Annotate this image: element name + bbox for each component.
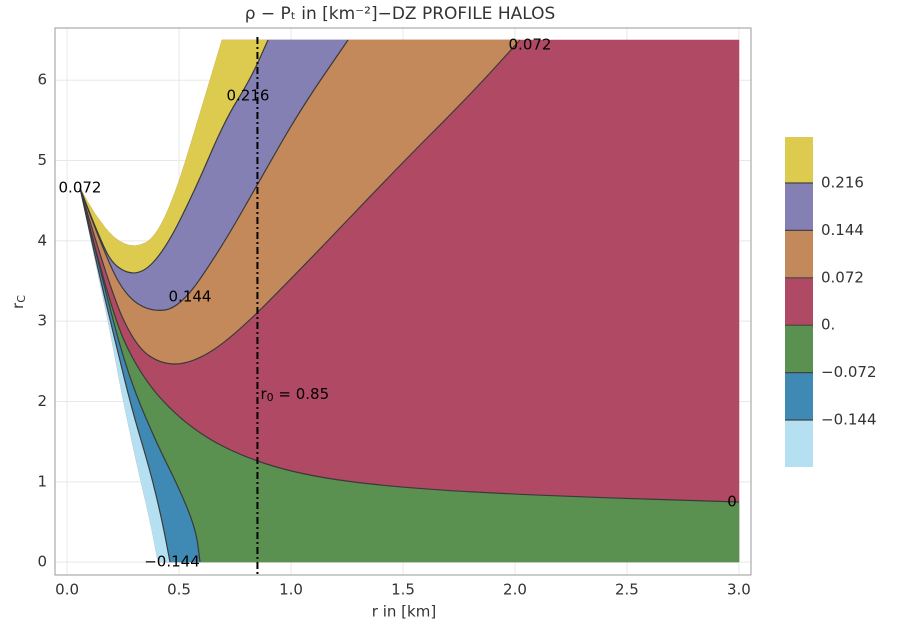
y-tick-label: 4	[37, 231, 47, 249]
contour-label: 0.216	[227, 87, 270, 105]
y-tick-label: 2	[37, 392, 47, 410]
annotation-main: r	[260, 385, 267, 403]
colorbar-label: 0.	[821, 316, 835, 334]
annotation-rest: = 0.85	[274, 385, 330, 403]
colorbar-label: 0.072	[821, 268, 864, 286]
y-tick-label: 3	[37, 312, 47, 330]
colorbar-label: −0.144	[821, 411, 877, 429]
colorbar-swatch	[785, 372, 813, 420]
colorbar-swatch	[785, 230, 813, 278]
annotation: r0 = 0.85	[260, 385, 329, 405]
contour-label: −0.144	[144, 553, 200, 571]
chart-title: ρ − Pₜ in [km⁻²]−DZ PROFILE HALOS	[245, 4, 556, 24]
x-tick-label: 1.5	[391, 581, 415, 599]
colorbar-swatch	[785, 277, 813, 326]
y-label-sub: C	[15, 295, 28, 303]
contour-line	[79, 187, 201, 563]
contour-label: 0	[727, 493, 737, 511]
y-tick-label: 5	[37, 151, 47, 169]
colorbar-label: 0.144	[821, 221, 864, 239]
plot-frame	[54, 27, 752, 576]
x-tick-label: 2.0	[503, 581, 527, 599]
contour-line	[79, 39, 521, 365]
y-tick-label: 0	[37, 553, 47, 571]
x-tick-label: 0.0	[55, 581, 79, 599]
contour-label: 0.072	[59, 179, 102, 197]
colorbar-swatch	[785, 137, 813, 183]
x-axis-label: r in [km]	[372, 603, 436, 621]
colorbar-swatch	[785, 420, 813, 467]
x-tick-label: 1.0	[279, 581, 303, 599]
x-tick-label: 2.5	[615, 581, 639, 599]
contour-line	[79, 187, 171, 563]
y-tick-label: 1	[37, 472, 47, 490]
colorbar-swatch	[785, 183, 813, 231]
y-label-main: r	[9, 302, 27, 309]
colorbar-label: 0.216	[821, 174, 864, 192]
annotation-sub: 0	[267, 391, 274, 404]
y-tick-label: 6	[37, 71, 47, 89]
contour-line	[79, 39, 349, 311]
contour-line	[79, 39, 269, 274]
x-tick-label: 0.5	[167, 581, 191, 599]
colorbar-swatch	[785, 325, 813, 373]
contour-label: 0.072	[509, 36, 552, 54]
y-axis-label: rC	[9, 295, 29, 309]
colorbar-label: −0.072	[821, 363, 877, 381]
contour-label: 0.144	[169, 288, 212, 306]
x-tick-label: 3.0	[727, 581, 751, 599]
